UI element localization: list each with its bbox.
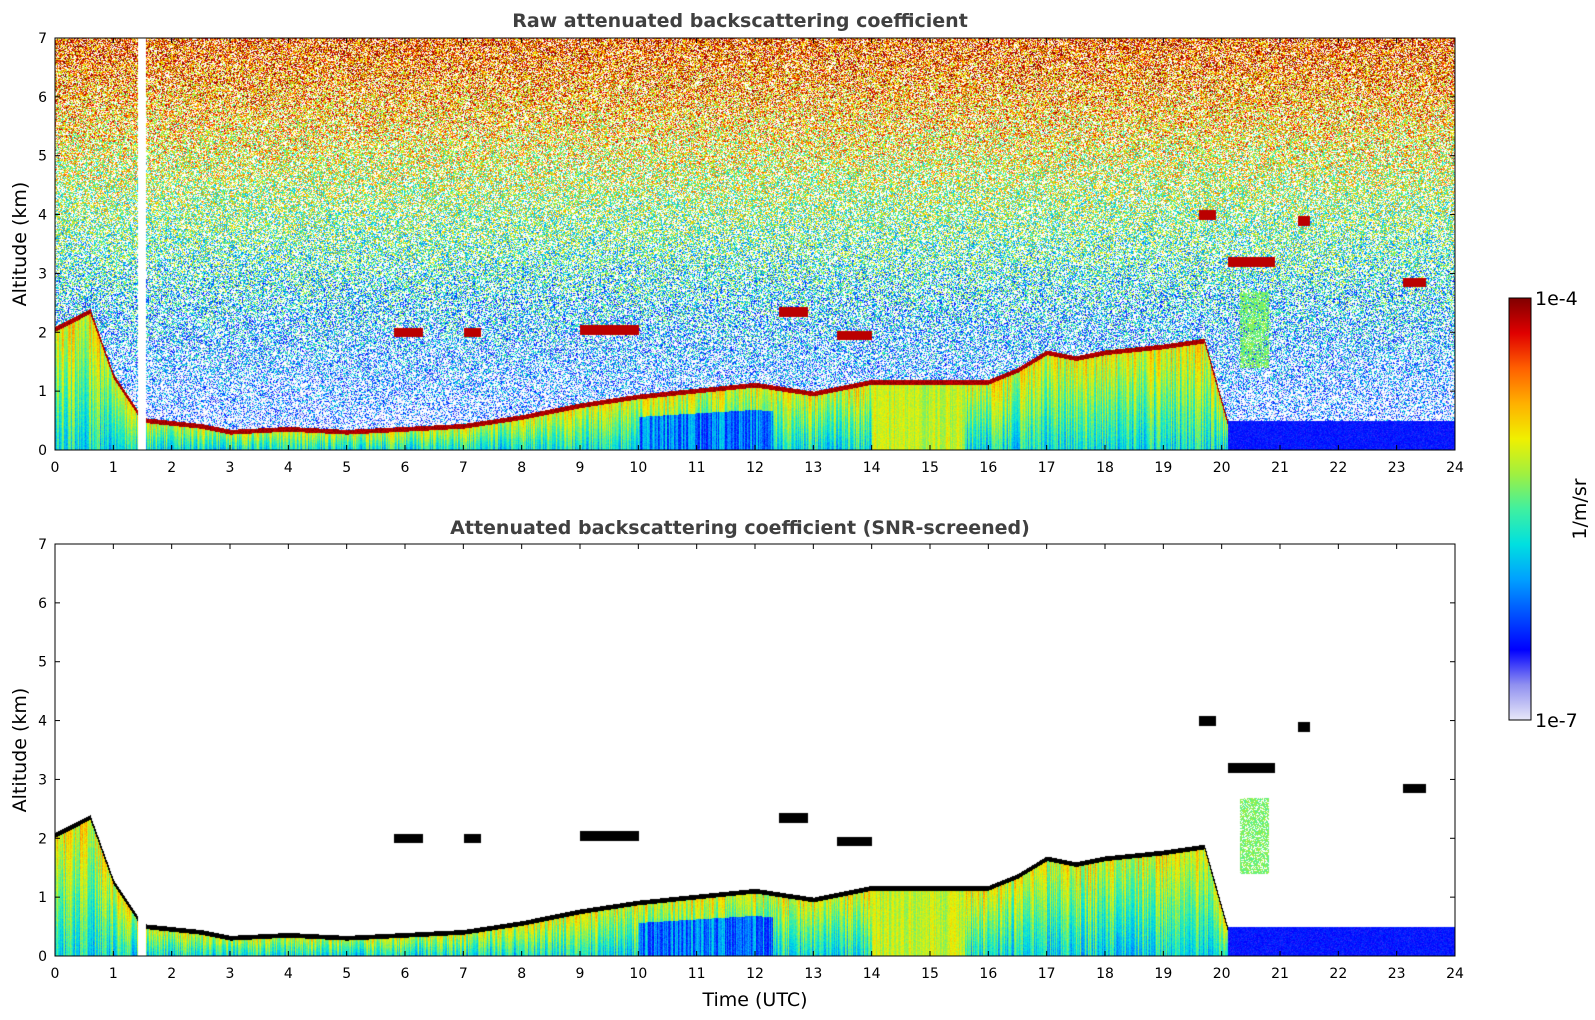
y-tick-label: 7 (38, 31, 47, 47)
x-tick-label: 0 (51, 460, 60, 476)
x-tick-label: 8 (517, 966, 526, 982)
x-tick-label: 0 (51, 966, 60, 982)
y-tick-label: 1 (38, 890, 47, 906)
y-tick-label: 6 (38, 90, 47, 106)
panel1-y-label: Altitude (km) (9, 182, 31, 307)
panel2-x-axis: 0 1 2 3 4 5 6 7 8 9 10 11 12 13 14 15 16 17 18 19 20 21 22 23 24 (51, 544, 1464, 982)
x-tick-label: 22 (1329, 966, 1347, 982)
panel2-title: Attenuated backscattering coefficient (S… (450, 517, 1030, 539)
x-tick-label: 7 (459, 966, 468, 982)
x-tick-label: 9 (576, 966, 585, 982)
x-tick-label: 3 (226, 966, 235, 982)
x-tick-label: 12 (746, 460, 764, 476)
x-tick-label: 2 (167, 966, 176, 982)
x-tick-label: 6 (401, 966, 410, 982)
x-tick-label: 21 (1271, 460, 1289, 476)
x-tick-label: 13 (804, 460, 822, 476)
x-tick-label: 18 (1096, 460, 1114, 476)
x-tick-label: 11 (688, 966, 706, 982)
x-tick-label: 17 (1038, 460, 1056, 476)
x-tick-label: 15 (921, 966, 939, 982)
panel2-heatmap (55, 544, 1455, 956)
y-tick-label: 6 (38, 596, 47, 612)
x-tick-label: 1 (109, 460, 118, 476)
y-tick-label: 3 (38, 772, 47, 788)
y-tick-label: 5 (38, 655, 47, 671)
x-tick-label: 2 (167, 460, 176, 476)
panel1-y-axis: 0 1 2 3 4 5 6 7 (38, 31, 1455, 459)
x-tick-label: 9 (576, 460, 585, 476)
y-tick-label: 2 (38, 325, 47, 341)
x-tick-label: 7 (459, 460, 468, 476)
y-tick-label: 1 (38, 384, 47, 400)
x-tick-label: 13 (804, 966, 822, 982)
panel2-y-label: Altitude (km) (9, 688, 31, 813)
x-tick-label: 22 (1329, 460, 1347, 476)
colorbar-unit-label: 1/m/sr (1569, 478, 1591, 539)
y-tick-label: 5 (38, 149, 47, 165)
x-tick-label: 23 (1388, 966, 1406, 982)
x-tick-label: 24 (1446, 460, 1464, 476)
x-tick-label: 21 (1271, 966, 1289, 982)
x-tick-label: 14 (863, 460, 881, 476)
x-tick-label: 3 (226, 460, 235, 476)
y-tick-label: 4 (38, 208, 47, 224)
x-axis-label: Time (UTC) (701, 989, 807, 1011)
x-tick-label: 10 (629, 460, 647, 476)
x-tick-label: 8 (517, 460, 526, 476)
x-tick-label: 23 (1388, 460, 1406, 476)
x-tick-label: 15 (921, 460, 939, 476)
x-tick-label: 16 (979, 966, 997, 982)
y-tick-label: 7 (38, 537, 47, 553)
panel1-heatmap (55, 38, 1455, 450)
x-tick-label: 20 (1213, 966, 1231, 982)
y-tick-label: 4 (38, 714, 47, 730)
x-tick-label: 19 (1154, 460, 1172, 476)
colorbar (1508, 297, 1532, 721)
panel1-x-axis: 0 1 2 3 4 5 6 7 8 9 10 11 12 13 14 15 16 17 18 19 20 21 22 23 24 (51, 38, 1464, 476)
x-tick-label: 17 (1038, 966, 1056, 982)
x-tick-label: 12 (746, 966, 764, 982)
x-tick-label: 10 (629, 966, 647, 982)
y-tick-label: 0 (38, 949, 47, 965)
x-tick-label: 14 (863, 966, 881, 982)
x-tick-label: 4 (284, 460, 293, 476)
colorbar-min-label: 1e-7 (1535, 710, 1578, 732)
x-tick-label: 5 (342, 966, 351, 982)
x-tick-label: 24 (1446, 966, 1464, 982)
x-tick-label: 4 (284, 966, 293, 982)
y-tick-label: 3 (38, 266, 47, 282)
x-tick-label: 5 (342, 460, 351, 476)
y-tick-label: 0 (38, 443, 47, 459)
x-tick-label: 11 (688, 460, 706, 476)
x-tick-label: 18 (1096, 966, 1114, 982)
x-tick-label: 19 (1154, 966, 1172, 982)
colorbar-max-label: 1e-4 (1535, 288, 1578, 310)
y-tick-label: 2 (38, 831, 47, 847)
x-tick-label: 1 (109, 966, 118, 982)
x-tick-label: 16 (979, 460, 997, 476)
panel2-plot: 0 1 2 3 4 5 6 7 8 9 10 11 12 13 14 15 16 17 18 19 20 21 22 23 24… (38, 537, 1464, 982)
panel1-title: Raw attenuated backscattering coefficien… (512, 10, 968, 32)
x-tick-label: 20 (1213, 460, 1231, 476)
x-tick-label: 6 (401, 460, 410, 476)
panel1-plot: 0 1 2 3 4 5 6 7 8 9 10 11 12 13 14 15 16 17 18 19 20 21 22 23 24… (38, 31, 1464, 476)
panel2-y-axis: 0 1 2 3 4 5 6 7 (38, 537, 1455, 965)
